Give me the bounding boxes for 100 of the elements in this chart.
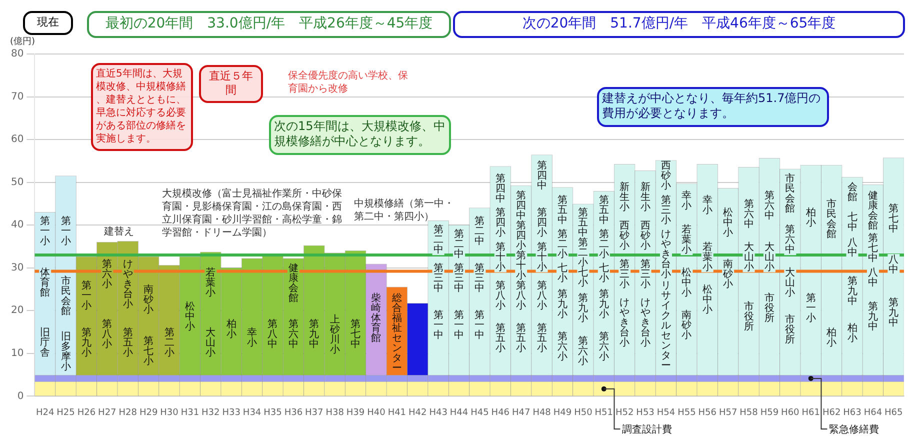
annotation: 第二小	[598, 228, 609, 260]
annotation: 第八小	[495, 279, 506, 312]
annotation: 第二小	[558, 228, 568, 260]
x-tick-label: H49	[553, 408, 572, 418]
annotation: 第四小	[495, 206, 506, 239]
x-tick-label: H60	[781, 408, 800, 418]
annotation: 第二小	[164, 326, 174, 358]
annotation: 第十小	[495, 240, 506, 273]
y-tick-label: 50	[10, 176, 24, 188]
annotation: 第四小	[516, 219, 526, 252]
x-tick-label: H38	[326, 408, 344, 418]
annotation: 第六小	[598, 330, 609, 363]
annotation: 松中小	[184, 300, 195, 333]
annotation: 次の15年間は、大規模改修、中規模修繕が中心となります。	[274, 119, 446, 148]
annotation: 第七中	[868, 232, 878, 264]
annotation: 第二中	[474, 215, 485, 248]
x-tick-label: H47	[512, 408, 530, 418]
annotation: 大規模改修（富士見福祉作業所・中砂保育園・見影橋保育園・江の島保育園・西立川保育園・砂川学習館・高松学童・錦学習館・ドリーム学園）	[162, 188, 342, 239]
annotation: 七中	[847, 210, 858, 233]
annotation: 幸小	[702, 194, 712, 216]
annotation: 第一中	[433, 309, 444, 342]
annotation: 幸小	[247, 326, 258, 348]
x-tick-label: H56	[698, 408, 717, 418]
x-tick-label: H48	[532, 408, 552, 418]
x-tick-label: H55	[678, 408, 696, 418]
annotation: 第五中	[558, 194, 568, 226]
annotation: 総合福祉センター	[390, 292, 402, 374]
annotation: 南砂小	[142, 284, 154, 316]
x-tick-label: H52	[615, 408, 634, 418]
annotation: 第四中	[516, 189, 526, 222]
annotation: 柴崎体育館	[371, 292, 382, 344]
annotation: 七小	[578, 266, 588, 288]
annotation: 松中小	[723, 206, 734, 239]
annotation: 第三中	[454, 262, 464, 294]
annotation: 第三小	[640, 258, 650, 290]
annotation: 第九中	[847, 275, 858, 308]
annotation: 西砂小	[660, 160, 671, 192]
annotation: 第九小	[558, 288, 568, 320]
annotation: 第九小	[81, 326, 92, 358]
annotation: 第九中	[888, 296, 899, 328]
annotation: 第九中	[868, 300, 878, 333]
annotation: 直近5年間は、大規模改修、中規模修繕、建替えとともに、早急に対応する必要がある部位の修繕を実施します。	[96, 68, 186, 145]
annotation: 第八小	[536, 279, 547, 312]
annotation: 第九中	[309, 318, 320, 350]
x-tick-label: H29	[139, 408, 158, 418]
annotation: 西砂小	[639, 220, 650, 252]
x-tick-label: H61	[802, 408, 820, 418]
y-tick-label: 80	[10, 48, 24, 60]
annotation: 七小	[598, 262, 609, 284]
annotation: 大山小	[764, 240, 774, 273]
y-tick-label: 0	[17, 390, 24, 402]
annotation: 第六中	[764, 189, 774, 222]
annotation: 第四中	[536, 160, 547, 192]
annotation: 第六中	[288, 318, 298, 350]
x-tick-label: H45	[470, 408, 489, 418]
annotation: 大山小	[785, 266, 796, 298]
x-tick-label: H46	[491, 408, 510, 418]
x-tick-label: H41	[388, 408, 406, 418]
annotation: 南砂小	[680, 309, 692, 342]
y-tick-label: 30	[10, 262, 24, 274]
annotation: 幸小	[682, 189, 692, 212]
annotation: 第三小	[620, 258, 630, 290]
annotation: 大山小	[744, 240, 754, 273]
annotation: 第七中	[350, 318, 361, 350]
annotation: 第三小	[660, 194, 671, 226]
x-tick-label: H33	[222, 408, 240, 418]
x-tick-label: H30	[160, 408, 179, 418]
annotation: 第一小	[60, 215, 71, 248]
annotation: 大山小	[206, 326, 216, 358]
annotation: 八中	[868, 267, 878, 288]
annotation: 健康会館	[288, 263, 298, 304]
annotation: 柏小	[826, 326, 837, 348]
text: リサイクルセンター	[660, 280, 671, 372]
y-tick-label: 20	[10, 305, 24, 316]
x-tick-label: H53	[636, 408, 654, 418]
annotation: 松中小	[682, 266, 692, 298]
x-tick-label: H64	[864, 408, 882, 418]
x-tick-label: H26	[77, 408, 96, 418]
annotation: 第七小	[144, 334, 154, 367]
text: 次の20年間 51.7億円/年 平成46年度～65年度	[522, 16, 836, 32]
annotation: 七小	[558, 262, 568, 284]
annotation: 第五中	[598, 194, 609, 226]
annotation: 第五小	[122, 326, 133, 358]
text: 緊急修繕費	[829, 424, 880, 436]
annotation: けやき台小	[122, 258, 133, 310]
x-tick-label: H62	[822, 408, 841, 418]
annotation: 若葉小	[206, 266, 216, 298]
annotation: 市民会館	[60, 275, 71, 318]
x-tick-label: H50	[574, 408, 593, 418]
x-tick-label: H39	[346, 408, 365, 418]
x-tick-label: H35	[264, 408, 282, 418]
annotation: 建替えが中心となり、毎年約51.7億円の費用が必要となります。	[601, 91, 821, 120]
x-tick-label: H65	[884, 408, 903, 418]
annotation: 新生小	[640, 180, 650, 213]
annotation: 第八小	[516, 279, 526, 312]
annotation: 第一中	[454, 309, 464, 342]
annotation: 新生小	[620, 180, 630, 213]
annotation: 第六中	[785, 224, 796, 256]
annotation: 第十小	[536, 240, 547, 273]
annotation: 第七中	[888, 202, 899, 234]
